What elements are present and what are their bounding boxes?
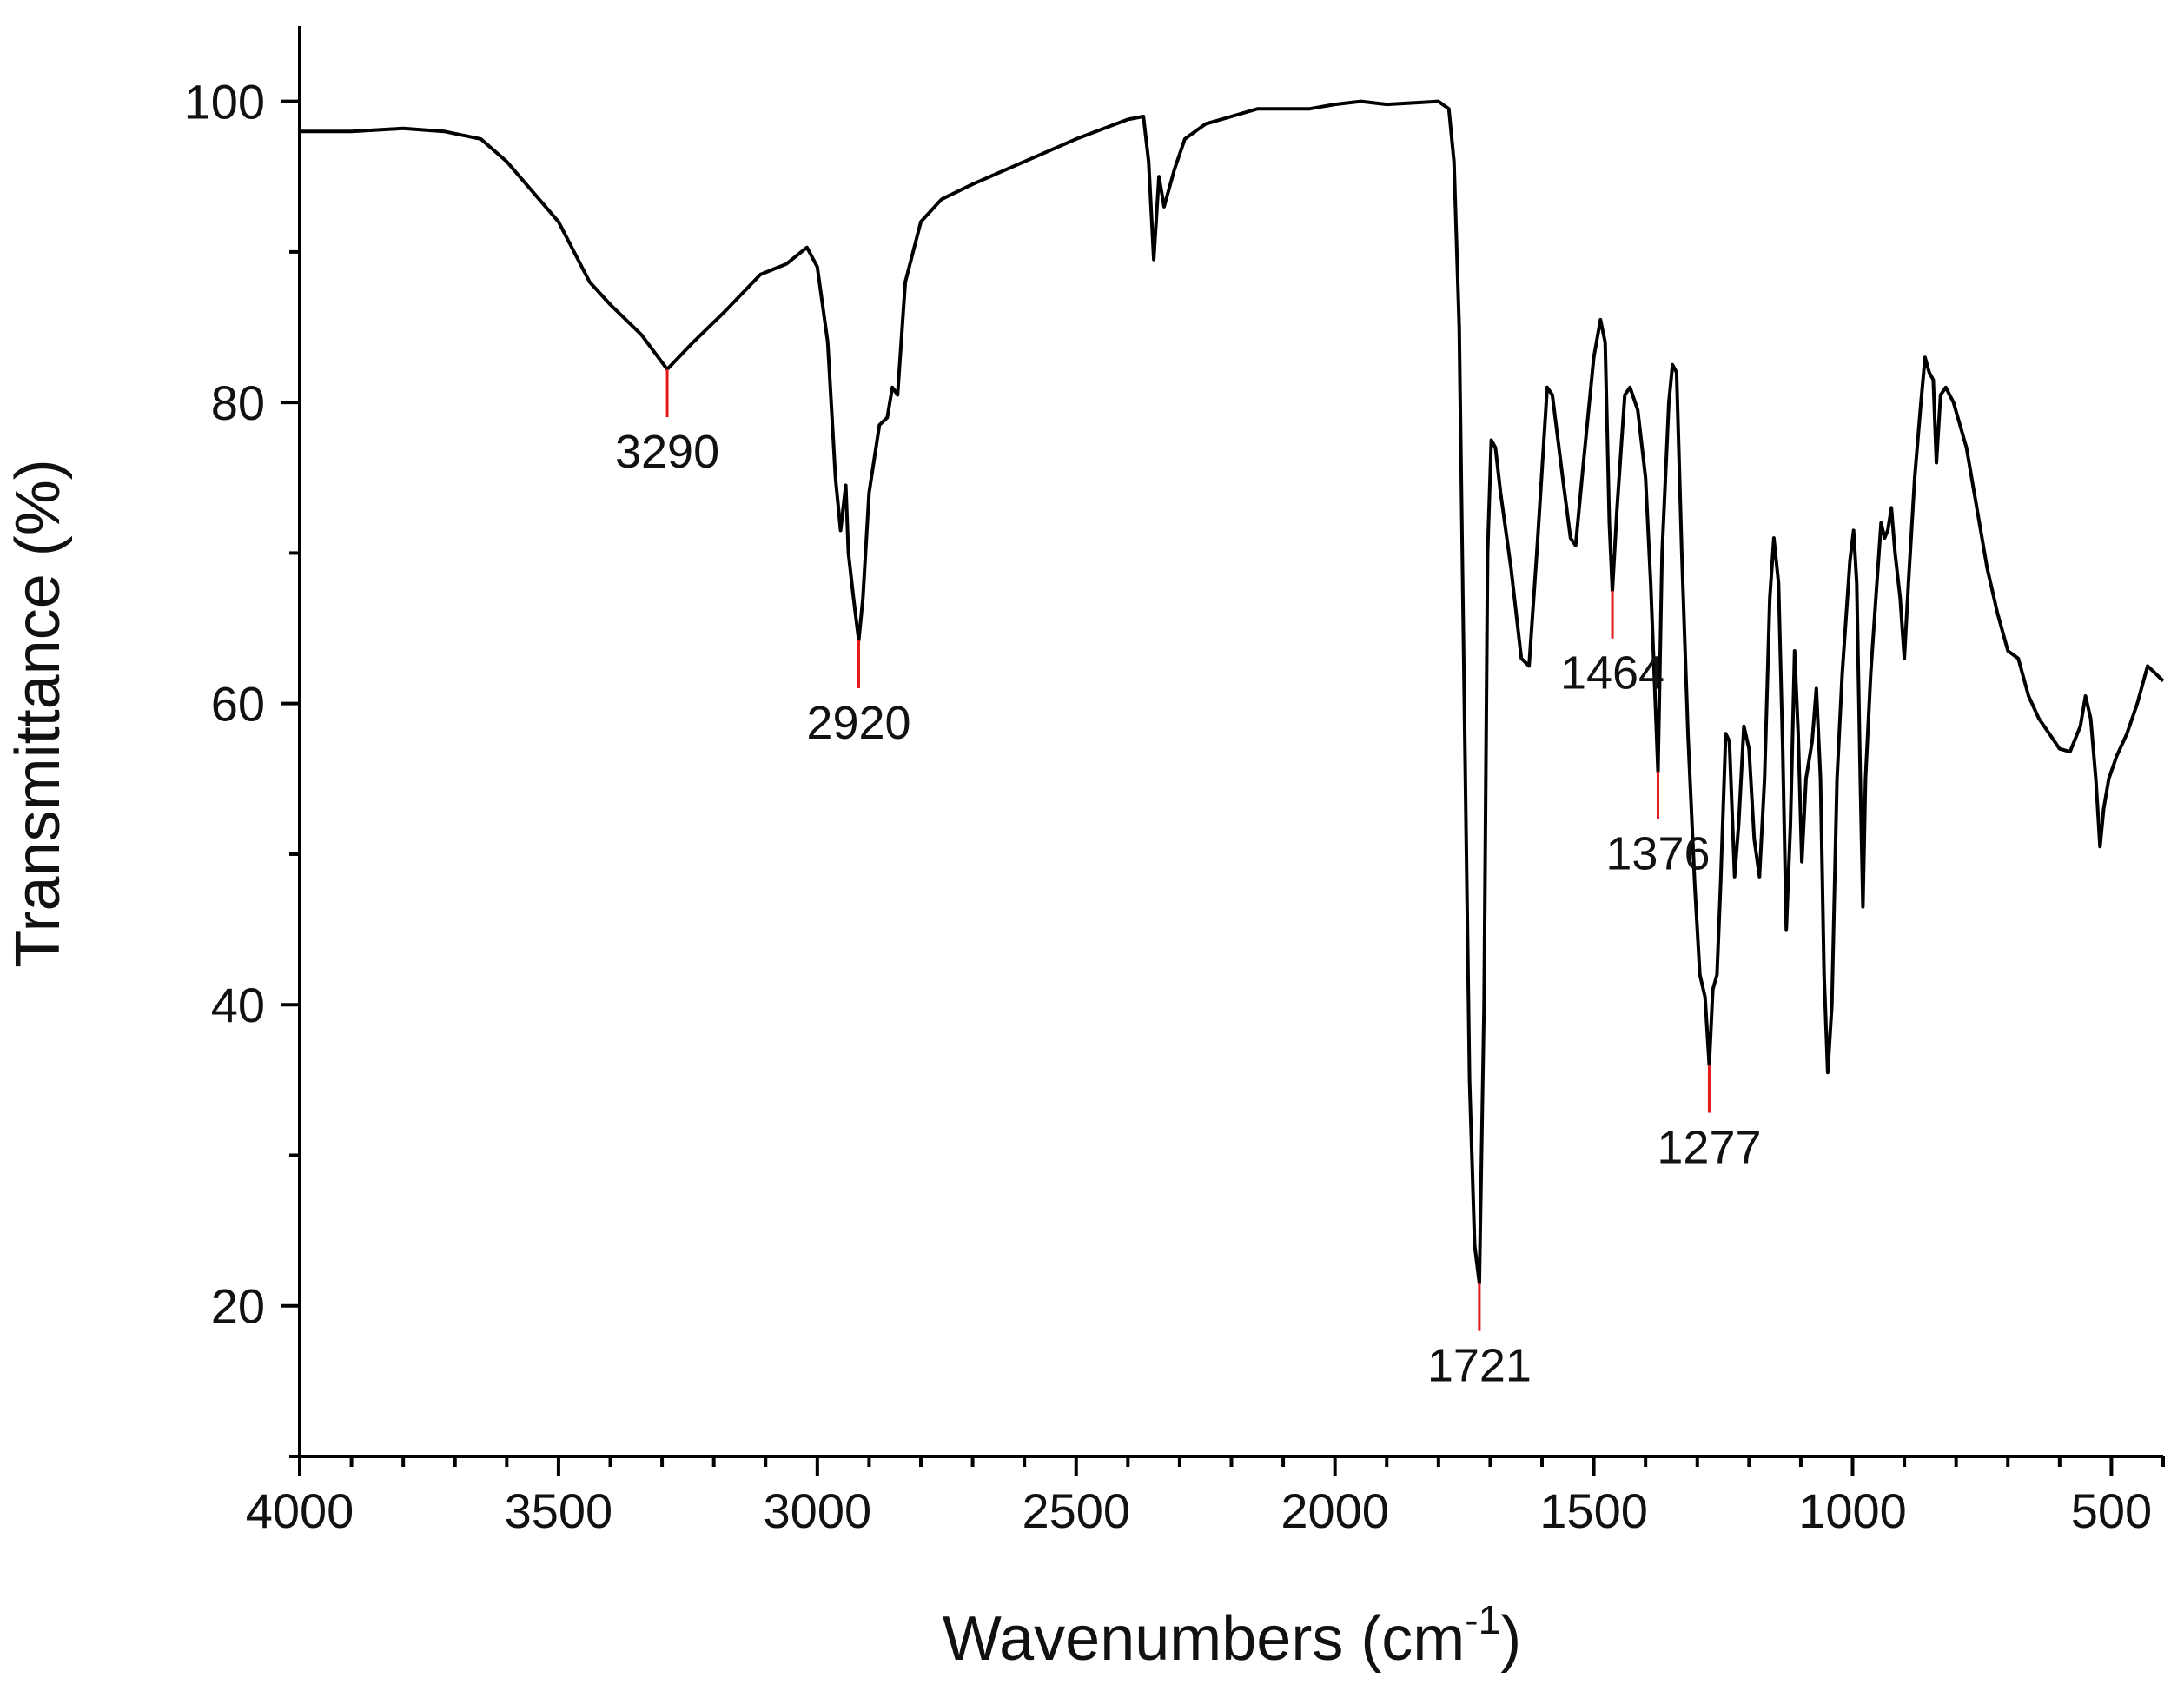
x-tick-label: 4000 — [246, 1483, 354, 1538]
spectrum-line — [300, 99, 2165, 1285]
x-axis-title-main: Wavenumbers (cm — [943, 1604, 1465, 1674]
y-tick-label: 100 — [184, 75, 265, 129]
peak-label: 1464 — [1560, 647, 1664, 700]
peak-label: 2920 — [806, 697, 910, 749]
y-tick-label: 80 — [211, 375, 265, 430]
x-tick-label: 2500 — [1022, 1483, 1130, 1538]
x-tick-label: 2000 — [1281, 1483, 1389, 1538]
x-ticks: 4000 3500 3000 2500 2000 1500 1000 500 — [246, 1456, 2165, 1538]
y-tick-label: 40 — [211, 978, 265, 1032]
x-tick-label: 3500 — [505, 1483, 613, 1538]
x-axis-title-close: ) — [1500, 1604, 1521, 1674]
y-axis-title: Transmittance (%) — [3, 459, 73, 967]
x-axis-title: Wavenumbers (cm-1) — [943, 1597, 1521, 1674]
x-tick-label: 1500 — [1539, 1483, 1648, 1538]
x-tick-label: 500 — [2071, 1483, 2152, 1538]
peak-annotations: 3290 2920 1721 1464 1376 1277 — [615, 369, 1762, 1392]
x-axis-title-superscript: -1 — [1465, 1597, 1500, 1642]
y-tick-label: 60 — [211, 677, 265, 732]
peak-label: 1721 — [1427, 1340, 1532, 1392]
peak-label: 1376 — [1605, 828, 1710, 880]
series-layer — [300, 99, 2165, 1285]
peak-label: 3290 — [615, 426, 719, 478]
axes — [298, 26, 2163, 1458]
peak-label: 1277 — [1657, 1122, 1761, 1174]
x-tick-label: 3000 — [764, 1483, 872, 1538]
y-tick-label: 20 — [211, 1279, 265, 1334]
x-tick-label: 1000 — [1798, 1483, 1907, 1538]
y-ticks: 20 40 60 80 100 — [184, 75, 300, 1458]
